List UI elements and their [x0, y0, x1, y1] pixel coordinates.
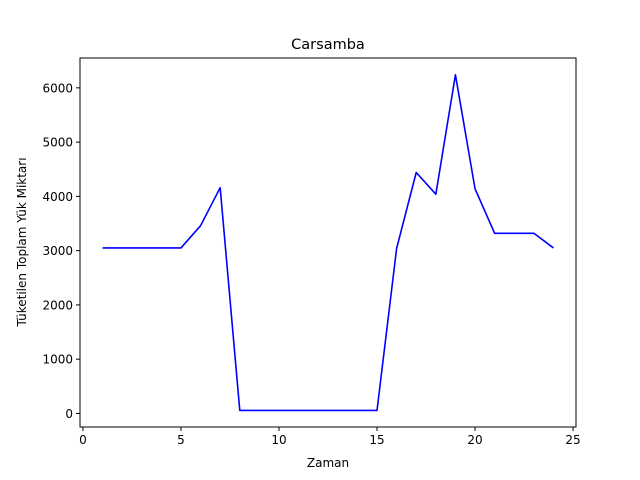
x-axis-ticks: 0 5 10 15 20 25: [79, 427, 581, 447]
x-axis-label: Zaman: [307, 456, 349, 470]
chart-title: Carsamba: [291, 37, 365, 53]
series-layer: [102, 74, 554, 412]
x-tick-label: 25: [565, 433, 580, 447]
x-tick-label: 10: [271, 433, 286, 447]
y-axis-label: Tüketilen Toplam Yük Miktarı: [15, 157, 29, 327]
x-tick-label: 5: [177, 433, 185, 447]
series-line-0: [102, 74, 554, 412]
y-tick-label: 4000: [42, 190, 73, 204]
y-tick-label: 3000: [42, 244, 73, 258]
y-axis-ticks: 0 1000 2000 3000 4000 5000 6000: [42, 81, 80, 421]
x-tick-label: 15: [369, 433, 384, 447]
y-tick-label: 6000: [42, 81, 73, 95]
plot-frame: [79, 57, 577, 428]
y-tick-label: 2000: [42, 298, 73, 312]
y-tick-label: 0: [65, 407, 73, 421]
y-tick-label: 1000: [42, 353, 73, 367]
x-tick-label: 20: [467, 433, 482, 447]
x-tick-label: 0: [79, 433, 87, 447]
y-tick-label: 5000: [42, 136, 73, 150]
